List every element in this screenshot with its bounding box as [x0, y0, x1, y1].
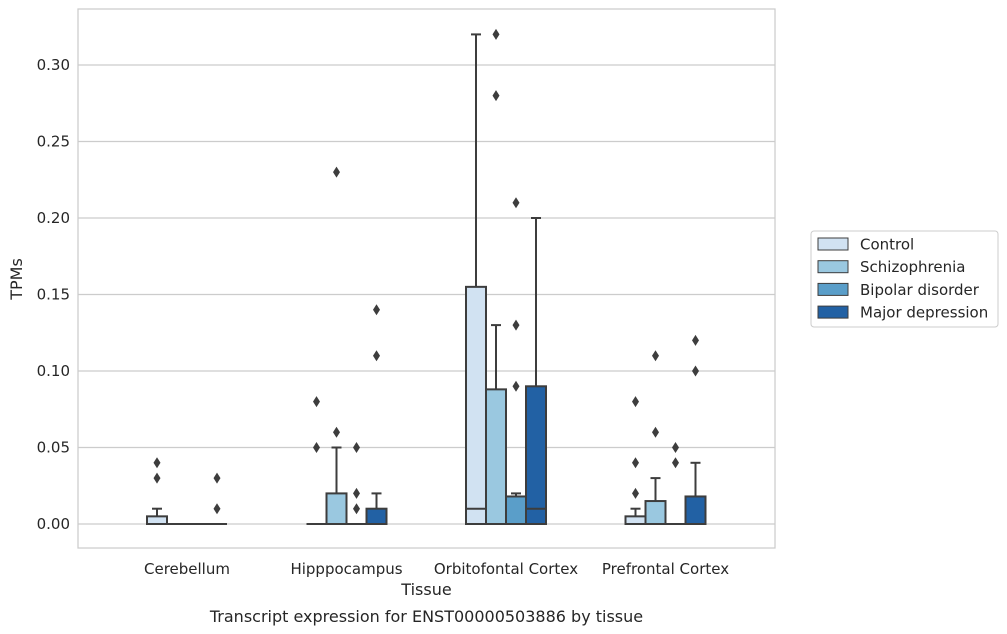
outlier-point — [492, 28, 500, 40]
outlier-point — [213, 503, 221, 515]
outlier-point — [632, 396, 639, 408]
legend-label: Major depression — [860, 304, 988, 322]
outlier-point — [213, 472, 221, 484]
outlier-point — [353, 442, 360, 453]
y-tick-label: 0.05 — [37, 439, 70, 457]
x-axis-label: Tissue — [400, 580, 451, 599]
y-tick-label: 0.15 — [37, 286, 70, 304]
series-major-depression — [207, 217, 707, 526]
boxes — [146, 28, 707, 526]
legend-frame — [810, 230, 999, 328]
y-axis-label: TPMs — [7, 258, 26, 301]
y-tick-label: 0.25 — [37, 133, 70, 151]
legend: Control Schizophrenia Bipolar disorder Majo… — [810, 230, 999, 328]
outlier-point — [512, 319, 520, 331]
box — [485, 388, 507, 525]
outlier-point — [512, 197, 520, 209]
outlier-point — [492, 90, 500, 102]
legend-label: Bipolar disorder — [860, 281, 980, 299]
outlier-point — [672, 442, 679, 453]
outlier-point — [373, 350, 380, 362]
series-schizophrenia — [167, 28, 667, 525]
y-tick-label: 0.20 — [37, 209, 70, 227]
series-bipolar-disorder — [187, 197, 686, 525]
outlier-point — [512, 380, 520, 392]
outlier-point — [692, 334, 699, 346]
outlier-point — [632, 457, 639, 469]
outlier-point — [672, 457, 679, 469]
box — [525, 385, 547, 525]
legend-swatch — [817, 282, 849, 296]
box — [644, 500, 667, 525]
series-control — [146, 33, 647, 525]
y-tick-label: 0.30 — [37, 56, 70, 74]
outlier-point — [333, 426, 340, 438]
x-tick-label: Cerebellum — [144, 560, 230, 578]
box — [465, 285, 487, 525]
box — [684, 495, 707, 525]
outlier-point — [353, 503, 360, 515]
outlier-point — [353, 487, 360, 499]
outlier-point — [153, 457, 161, 469]
box — [365, 507, 388, 526]
outlier-point — [652, 350, 659, 362]
box — [624, 515, 647, 525]
outlier-point — [692, 365, 699, 377]
y-tick-label: 0.00 — [37, 515, 70, 533]
x-tick-label: Orbitofontal Cortex — [434, 560, 578, 578]
outlier-point — [153, 472, 161, 484]
chart-caption: Transcript expression for ENST0000050388… — [209, 607, 643, 626]
legend-swatch — [817, 237, 849, 251]
legend-label: Schizophrenia — [860, 258, 965, 276]
y-tick-labels: 0.00 0.05 0.10 0.15 0.20 0.25 0.30 — [37, 56, 70, 533]
outlier-point — [333, 166, 340, 178]
y-tick-label: 0.10 — [37, 362, 70, 380]
box — [505, 495, 527, 525]
box — [146, 515, 168, 525]
outlier-point — [632, 487, 639, 499]
plot-frame — [77, 8, 776, 549]
outlier-point — [373, 304, 380, 316]
legend-swatch — [817, 260, 849, 274]
outlier-point — [313, 442, 320, 453]
x-tick-label: Hipppocampus — [290, 560, 402, 578]
x-tick-labels: Cerebellum Hipppocampus Orbitofontal Corte… — [144, 560, 729, 578]
box — [325, 492, 348, 525]
outlier-point — [652, 426, 659, 438]
legend-label: Control — [860, 236, 914, 254]
outlier-point — [313, 396, 320, 408]
x-tick-label: Prefrontal Cortex — [602, 560, 729, 578]
legend-swatch — [817, 305, 849, 319]
